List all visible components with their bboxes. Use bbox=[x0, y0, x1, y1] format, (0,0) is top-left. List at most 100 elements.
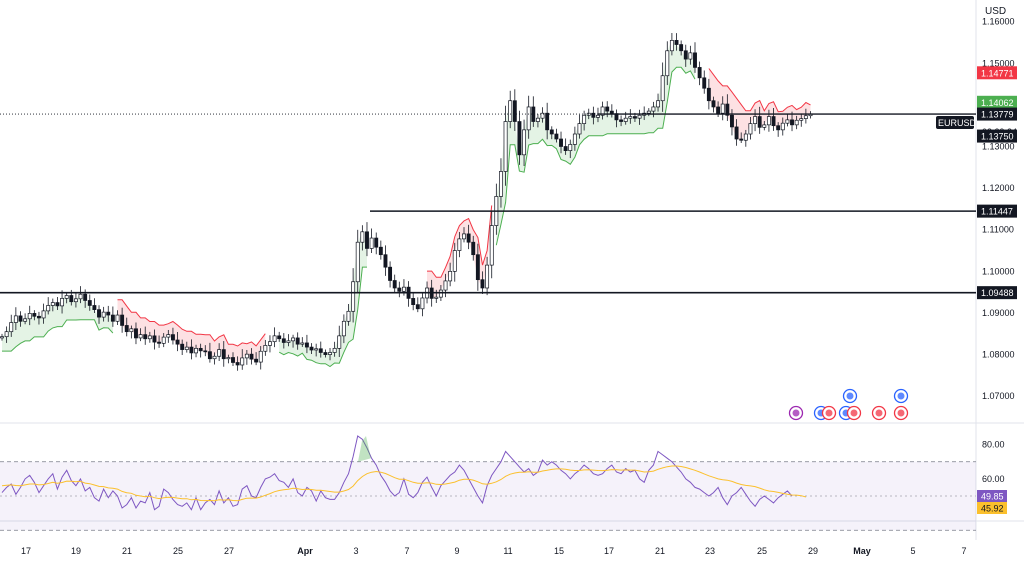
candle bbox=[706, 78, 711, 110]
candle-body bbox=[545, 112, 550, 131]
candle-body bbox=[766, 116, 771, 126]
candle bbox=[46, 297, 51, 315]
candle-body bbox=[277, 335, 282, 340]
price-tag-label: 1.14771 bbox=[981, 68, 1014, 78]
time-tick-label: 7 bbox=[404, 546, 409, 556]
candle bbox=[660, 62, 665, 112]
candle-body bbox=[78, 293, 83, 300]
candle-body bbox=[134, 328, 138, 339]
candle-body bbox=[46, 305, 51, 312]
candle-body bbox=[369, 237, 374, 249]
event-flag-icon[interactable] bbox=[893, 388, 909, 404]
candle bbox=[799, 113, 804, 127]
candle-body bbox=[790, 119, 794, 126]
candle bbox=[240, 349, 245, 370]
candle-body bbox=[143, 334, 148, 340]
support-line bbox=[495, 66, 696, 246]
candle bbox=[485, 256, 490, 296]
candle-body bbox=[281, 338, 286, 343]
rsi-value-label: 49.85 bbox=[981, 492, 1004, 502]
candle-body bbox=[18, 315, 23, 322]
event-flag-icon[interactable] bbox=[846, 405, 862, 421]
candle-body bbox=[420, 297, 425, 310]
price-line-tag bbox=[977, 286, 1017, 300]
candle-body bbox=[346, 310, 351, 322]
candle bbox=[323, 349, 328, 358]
candle-body bbox=[92, 305, 97, 310]
candle-body bbox=[748, 123, 753, 135]
candle bbox=[734, 119, 739, 146]
grid-layer bbox=[0, 0, 1024, 540]
candle bbox=[702, 70, 707, 94]
candle bbox=[152, 329, 157, 350]
candle bbox=[198, 343, 203, 358]
rsi-value-tag bbox=[977, 490, 1007, 502]
candle-body bbox=[217, 349, 222, 357]
event-flag-icon[interactable] bbox=[871, 405, 887, 421]
candle-body bbox=[383, 254, 388, 268]
candle-body bbox=[152, 335, 157, 343]
candle-body bbox=[286, 340, 291, 343]
candle-body bbox=[157, 341, 162, 344]
candle-body bbox=[401, 286, 406, 292]
candle-body bbox=[374, 237, 379, 248]
candle-body bbox=[674, 40, 679, 45]
price-tick-label: 1.11000 bbox=[982, 225, 1014, 235]
candle-body bbox=[189, 346, 194, 354]
candle bbox=[138, 328, 143, 342]
candle-body bbox=[535, 117, 540, 122]
candle-body bbox=[512, 100, 517, 122]
candle-body bbox=[568, 144, 573, 152]
candle bbox=[646, 108, 651, 117]
event-flag-icon[interactable] bbox=[821, 405, 837, 421]
rsi-tick-label: 60.00 bbox=[982, 474, 1005, 484]
candle-body bbox=[212, 355, 217, 360]
trend-zone-fill bbox=[117, 299, 266, 365]
candle bbox=[351, 268, 356, 323]
event-flag-icon[interactable] bbox=[788, 405, 804, 421]
candle bbox=[535, 114, 540, 128]
candle-body bbox=[462, 233, 466, 240]
candle-body bbox=[120, 314, 125, 326]
candle-body bbox=[632, 116, 637, 119]
candle-body bbox=[591, 112, 596, 118]
candle-body bbox=[623, 117, 628, 122]
candle-body bbox=[466, 233, 471, 243]
candle-body bbox=[739, 138, 744, 141]
candle bbox=[0, 333, 4, 341]
candle bbox=[448, 262, 453, 287]
candle bbox=[489, 211, 494, 279]
price-line-tag bbox=[977, 204, 1017, 218]
time-tick-label: 23 bbox=[705, 546, 715, 556]
event-flag-icon[interactable] bbox=[842, 388, 858, 404]
event-flag-icon[interactable] bbox=[893, 405, 909, 421]
candle-body bbox=[683, 50, 688, 60]
candle bbox=[739, 132, 744, 143]
candle bbox=[415, 297, 420, 313]
candle bbox=[291, 334, 296, 348]
candle bbox=[166, 329, 171, 343]
candle bbox=[596, 107, 600, 123]
candle bbox=[794, 115, 799, 130]
candle bbox=[725, 94, 730, 121]
candle bbox=[388, 261, 393, 288]
candle bbox=[23, 313, 28, 325]
candle bbox=[771, 107, 776, 131]
candle-body bbox=[803, 115, 808, 119]
price-label-layer: EURUSD 03:39:24 1.114471.094881.147711.1… bbox=[936, 66, 1017, 514]
event-flag-dot bbox=[792, 409, 800, 417]
candle bbox=[101, 306, 106, 322]
candle bbox=[591, 106, 596, 125]
candle bbox=[55, 296, 60, 310]
candle bbox=[480, 271, 485, 294]
candle bbox=[115, 310, 120, 326]
candle bbox=[790, 111, 794, 132]
candle bbox=[471, 235, 476, 261]
candle bbox=[757, 106, 762, 134]
candle bbox=[720, 96, 725, 121]
rsi-value-label: 45.92 bbox=[981, 504, 1004, 514]
event-markers[interactable] bbox=[788, 388, 909, 421]
candle-body bbox=[443, 280, 448, 291]
